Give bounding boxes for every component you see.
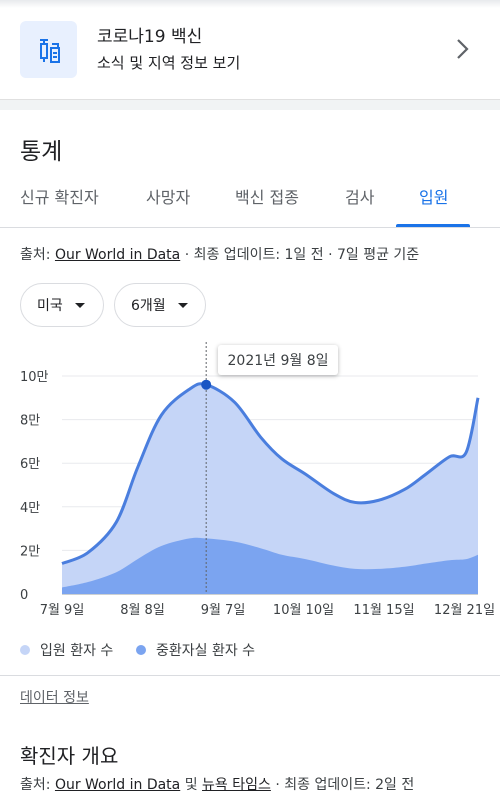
y-tick-label: 6만 xyxy=(20,457,40,472)
hospitalization-chart[interactable]: 0 2만 4만 6만 8만 10만 7월 9일 8월 8일 9월 7일 10월 10일 11월 15… xyxy=(0,338,500,628)
stats-title: 통계 xyxy=(20,139,63,165)
y-tick-label: 10만 xyxy=(20,370,49,385)
y-tick-label: 2만 xyxy=(20,544,40,559)
source-link-owid[interactable]: Our World in Data xyxy=(54,777,181,793)
x-tick-label: 7월 9일 xyxy=(40,603,85,618)
y-tick-label: 8만 xyxy=(20,414,40,429)
y-tick-label: 0 xyxy=(20,588,28,603)
tab-new-cases[interactable]: 신규 확진자 xyxy=(20,188,99,207)
series-area-hospitalized xyxy=(62,383,478,594)
source-prefix: 출처: xyxy=(20,777,55,793)
vaccine-icon xyxy=(20,21,77,78)
x-tick-label: 10월 10일 xyxy=(273,603,334,618)
period-dropdown-value: 6개월 xyxy=(131,298,166,314)
source-link[interactable]: Our World in Data xyxy=(54,247,181,263)
legend-dot xyxy=(20,645,30,655)
series-line-hospitalized xyxy=(61,382,480,565)
vaccine-card[interactable]: 코로나19 백신 소식 및 지역 정보 보기 xyxy=(0,0,500,100)
region-dropdown[interactable]: 미국 xyxy=(20,283,104,327)
stats-source: 출처: Our World in Data · 최종 업데이트: 1일 전 · … xyxy=(20,244,419,264)
dropdown-arrow-icon xyxy=(74,302,85,308)
chart-tooltip: 2021년 9월 8일 xyxy=(218,345,338,375)
y-tick-label: 4만 xyxy=(20,501,40,516)
active-tab-indicator xyxy=(396,224,470,227)
source-mid: 및 xyxy=(180,777,203,793)
source-link-nyt[interactable]: 뉴욕 타임스 xyxy=(202,777,271,793)
stats-card: 통계 신규 확진자 사망자 백신 접종 검사 입원 출처: Our World … xyxy=(0,110,500,798)
tab-tests[interactable]: 검사 xyxy=(345,188,375,207)
stats-tabs: 신규 확진자 사망자 백신 접종 검사 입원 xyxy=(0,170,500,228)
top-shadow xyxy=(0,0,500,8)
legend-dot xyxy=(136,645,146,655)
legend-hospitalized: 입원 환자 수 xyxy=(20,640,113,660)
x-tick-label: 12월 21일 xyxy=(434,603,495,618)
period-dropdown[interactable]: 6개월 xyxy=(114,283,206,327)
legend-label: 중환자실 환자 수 xyxy=(156,643,256,659)
tab-vaccination[interactable]: 백신 접종 xyxy=(235,188,299,207)
series-area-icu xyxy=(62,537,478,594)
legend-label: 입원 환자 수 xyxy=(40,643,114,659)
source-suffix: · 최종 업데이트: 1일 전 · 7일 평균 기준 xyxy=(180,247,420,263)
source-suffix: · 최종 업데이트: 2일 전 xyxy=(270,777,415,793)
chevron-right-icon[interactable] xyxy=(456,38,470,60)
vaccine-card-subtitle: 소식 및 지역 정보 보기 xyxy=(97,54,241,72)
tab-deaths[interactable]: 사망자 xyxy=(146,188,191,207)
overview-source: 출처: Our World in Data 및 뉴욕 타임스 · 최종 업데이트… xyxy=(20,774,414,794)
highlight-point xyxy=(201,379,212,390)
x-tick-label: 8월 8일 xyxy=(120,603,165,618)
legend-icu: 중환자실 환자 수 xyxy=(136,640,255,660)
x-tick-label: 9월 7일 xyxy=(201,603,246,618)
data-info-link[interactable]: 데이터 정보 xyxy=(20,690,89,706)
divider xyxy=(0,675,500,676)
source-prefix: 출처: xyxy=(20,247,55,263)
x-tick-label: 11월 15일 xyxy=(353,603,414,618)
overview-title: 확진자 개요 xyxy=(20,744,119,768)
region-dropdown-value: 미국 xyxy=(37,298,63,314)
dropdown-arrow-icon xyxy=(177,302,188,308)
tab-hospitalization[interactable]: 입원 xyxy=(419,188,449,207)
vaccine-card-title: 코로나19 백신 xyxy=(97,27,203,47)
